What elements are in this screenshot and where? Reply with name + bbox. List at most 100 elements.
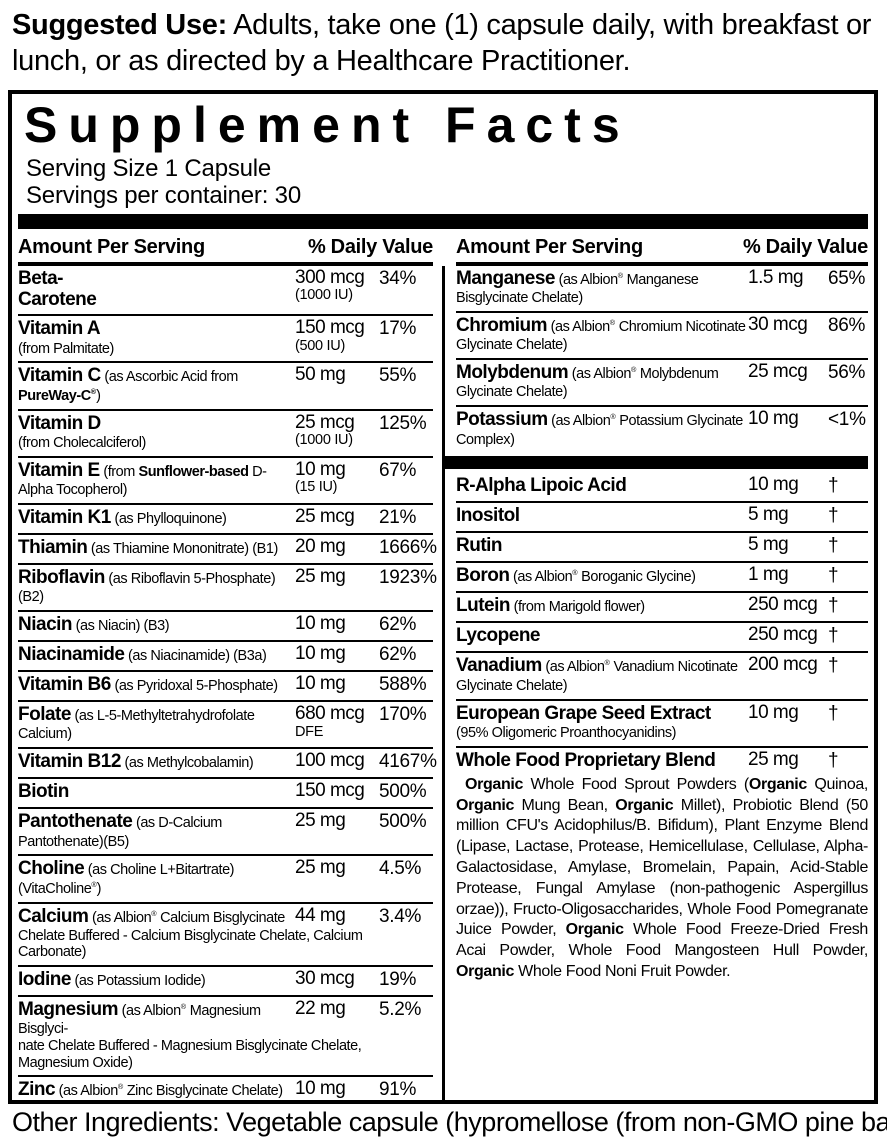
nutrient-name: Vitamin C (as Ascorbic Acid from PureWay… xyxy=(18,365,238,404)
nutrient-daily-value: 34% xyxy=(379,267,417,289)
nutrient-row: European Grape Seed Extract (95% Oligomer… xyxy=(456,698,868,746)
nutrient-row: Thiamin (as Thiamine Mononitrate) (B1) 20… xyxy=(18,532,437,563)
blend-description: Organic Whole Food Sprout Powders (Organ… xyxy=(456,775,869,980)
nutrient-daily-value: † xyxy=(828,475,839,497)
right-column: Amount Per Serving % Daily Value Mangane… xyxy=(443,229,869,1100)
nutrient-row: R-Alpha Lipoic Acid 10 mg † xyxy=(456,473,868,501)
serving-size: Serving Size 1 Capsule xyxy=(26,154,272,182)
nutrient-daily-value: † xyxy=(828,565,839,587)
nutrient-daily-value: 62% xyxy=(379,644,417,666)
nutrient-amount: 25 mcg xyxy=(748,361,808,383)
nutrient-name: Zinc (as Albion® Zinc Bisglycinate Chela… xyxy=(18,1079,283,1101)
nutrient-row: Vitamin C (as Ascorbic Acid from PureWay… xyxy=(18,361,433,408)
nutrient-amount: 25 mcg xyxy=(295,505,355,527)
nutrient-name: Choline (as Choline L+Bitartrate) (VitaC… xyxy=(18,858,235,897)
nutrient-amount: 10 mg (15 IU) xyxy=(295,458,346,496)
nutrient-row: Inositol 5 mg † xyxy=(456,501,868,531)
top-separator-bar xyxy=(18,213,868,229)
nutrient-amount: 25 mg xyxy=(295,565,346,587)
nutrient-amount: 1.5 mg xyxy=(748,266,804,288)
nutrient-daily-value: 5.2% xyxy=(379,998,422,1020)
nutrient-row: Vitamin A (from Palmitate) 150 mcg (500 IU)… xyxy=(18,314,433,361)
nutrient-daily-value: 3.4% xyxy=(379,905,422,927)
nutrient-row: Lutein (from Marigold flower) 250 mcg † xyxy=(456,591,868,621)
nutrient-name: Vitamin B12 (as Methylcobalamin) xyxy=(18,751,254,773)
nutrient-name: Magnesium (as Albion® Magnesium Bisglyci… xyxy=(18,998,261,1038)
suggested-use-label: Suggested Use: xyxy=(12,9,227,41)
nutrient-daily-value: 21% xyxy=(379,506,417,528)
nutrient-amount: 10 mg xyxy=(295,613,346,635)
nutrient-daily-value: 4.5% xyxy=(379,858,422,880)
nutrient-name: Niacin (as Niacin) (B3) xyxy=(18,614,170,636)
nutrient-name: Manganese (as Albion® Manganese Bisglyci… xyxy=(456,267,699,306)
nutrient-name: Chromium (as Albion® Chromium Nicotinate… xyxy=(456,314,746,354)
nutrient-name: Lutein (from Marigold flower) xyxy=(456,595,645,617)
nutrient-daily-value: 55% xyxy=(379,365,417,387)
nutrient-amount: 680 mcg DFE xyxy=(295,703,365,740)
daily-value-header: % Daily Value xyxy=(742,235,868,258)
nutrient-daily-value: 17% xyxy=(379,318,417,340)
nutrient-amount: 30 mcg xyxy=(748,313,808,335)
nutrient-name: Vitamin B6 (as Pyridoxal 5-Phosphate) xyxy=(18,674,278,696)
nutrient-amount: 300 mcg (1000 IU) xyxy=(295,266,365,304)
left-column: Amount Per Serving % Daily Value Beta- Ca… xyxy=(18,229,443,1101)
nutrient-name: Calcium (as Albion® Calcium Bisglycinate xyxy=(18,905,285,927)
nutrient-name: European Grape Seed Extract (95% Oligomer… xyxy=(456,702,711,741)
right-rows-top: Manganese (as Albion® Manganese Bisglyci… xyxy=(456,266,868,453)
nutrient-daily-value: † xyxy=(828,702,839,724)
nutrient-amount: 25 mg xyxy=(748,748,799,770)
nutrient-amount: 250 mcg xyxy=(748,594,818,616)
nutrient-daily-value: 56% xyxy=(828,362,866,384)
nutrient-daily-value: † xyxy=(828,749,839,771)
amount-per-serving-header: Amount Per Serving xyxy=(18,235,205,258)
nutrient-amount: 30 mcg xyxy=(295,967,355,989)
nutrient-name: Potassium (as Albion® Potassium Glycinat… xyxy=(456,409,743,448)
nutrient-amount: 1 mg xyxy=(748,564,789,586)
left-rows: Beta- Carotene 300 mcg (1000 IU) 34% Vitamin … xyxy=(18,266,437,1101)
nutrient-desc-continued: Chelate Buffered - Calcium Bisglycinate … xyxy=(18,927,363,961)
nutrient-name: Lycopene xyxy=(456,625,541,647)
nutrient-amount: 10 mg xyxy=(295,1078,346,1100)
nutrient-amount: 10 mg xyxy=(295,643,346,665)
nutrient-daily-value: 91% xyxy=(379,1079,417,1101)
nutrient-daily-value: 1923% xyxy=(379,566,437,588)
nutrient-name: Riboflavin (as Riboflavin 5-Phosphate) (… xyxy=(18,566,276,606)
nutrient-name: Iodine (as Potassium Iodide) xyxy=(18,968,206,990)
nutrient-row: Choline (as Choline L+Bitartrate) (VitaC… xyxy=(18,854,433,901)
nutrient-row: Manganese (as Albion® Manganese Bisglyci… xyxy=(456,266,868,311)
nutrient-amount: 25 mg xyxy=(295,857,346,879)
nutrient-row: Vitamin B6 (as Pyridoxal 5-Phosphate) 10 … xyxy=(18,670,433,700)
nutrient-row: Niacin (as Niacin) (B3) 10 mg 62% xyxy=(18,610,433,640)
panel-title: Supplement Facts xyxy=(24,97,631,153)
nutrient-row: Zinc (as Albion® Zinc Bisglycinate Chela… xyxy=(18,1075,433,1101)
nutrient-amount: 25 mg xyxy=(295,810,346,832)
nutrient-daily-value: 500% xyxy=(379,781,427,803)
nutrient-name: Whole Food Proprietary Blend xyxy=(456,749,716,771)
nutrient-row: Vitamin E (from Sunflower-based D-Alpha … xyxy=(18,455,433,503)
nutrient-amount: 10 mg xyxy=(748,474,799,496)
nutrient-row: Niacinamide (as Niacinamide) (B3a) 10 mg 6… xyxy=(18,640,433,670)
nutrient-row: Vitamin D (from Cholecalciferol) 25 mcg (10… xyxy=(18,408,433,456)
nutrient-amount: 10 mg xyxy=(748,408,799,430)
nutrient-row: Chromium (as Albion® Chromium Nicotinate… xyxy=(456,310,868,358)
daily-value-header: % Daily Value xyxy=(307,235,433,258)
nutrient-daily-value: 19% xyxy=(379,968,417,990)
suggested-use: Suggested Use: Adults, take one (1) caps… xyxy=(12,7,878,80)
nutrient-amount: 250 mcg xyxy=(748,624,818,646)
nutrient-row: Vitamin K1 (as Phylloquinone) 25 mcg 21% xyxy=(18,502,433,533)
nutrient-daily-value: 500% xyxy=(379,811,427,833)
nutrient-daily-value: 4167% xyxy=(379,751,437,773)
left-column-header: Amount Per Serving % Daily Value xyxy=(18,229,433,266)
nutrient-row: Boron (as Albion® Boroganic Glycine) 1 mg… xyxy=(456,561,868,591)
nutrient-amount: 20 mg xyxy=(295,535,346,557)
nutrient-row: Pantothenate (as D-Calcium Pantothenate)… xyxy=(18,807,433,854)
nutrient-daily-value: 125% xyxy=(379,412,427,434)
nutrient-name: Folate (as L-5-Methyltetrahydrofolate Ca… xyxy=(18,704,255,743)
nutrient-amount: 22 mg xyxy=(295,997,346,1019)
nutrient-amount: 25 mcg (1000 IU) xyxy=(295,411,355,449)
nutrient-daily-value: 62% xyxy=(379,614,417,636)
nutrient-amount: 150 mcg (500 IU) xyxy=(295,317,365,354)
nutrient-row: Riboflavin (as Riboflavin 5-Phosphate) (… xyxy=(18,562,437,610)
nutrient-daily-value: † xyxy=(828,595,839,617)
servings-per-container: Servings per container: 30 xyxy=(26,181,301,209)
